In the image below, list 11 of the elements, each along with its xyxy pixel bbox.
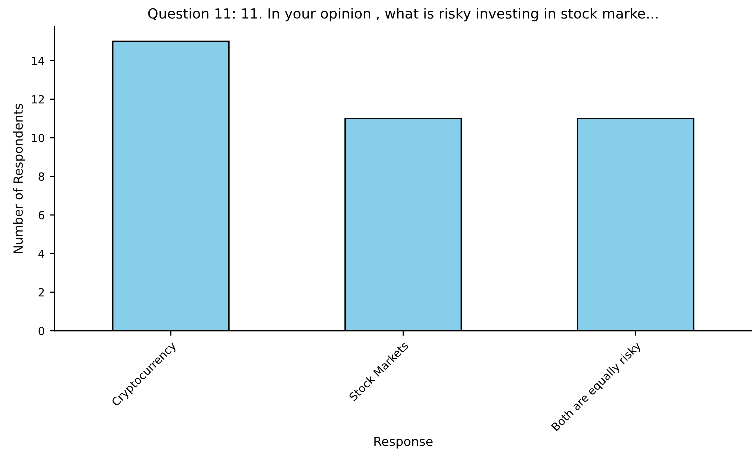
y-tick-label: 10: [32, 134, 44, 142]
chart-title: Question 11: 11. In your opinion , what is risky investing in stock marke...: [148, 8, 658, 22]
x-axis-title: Response: [374, 437, 433, 449]
y-axis-title: Number of Respondents: [13, 104, 26, 254]
y-tick-label: 0: [38, 326, 44, 336]
y-tick-label: 8: [38, 172, 44, 182]
y-tick-label: 6: [38, 211, 44, 220]
y-tick-label: 12: [32, 95, 44, 104]
y-tick-label: 2: [38, 288, 44, 297]
y-tick-label: 4: [38, 250, 45, 258]
y-tick-label: 14: [32, 56, 45, 66]
